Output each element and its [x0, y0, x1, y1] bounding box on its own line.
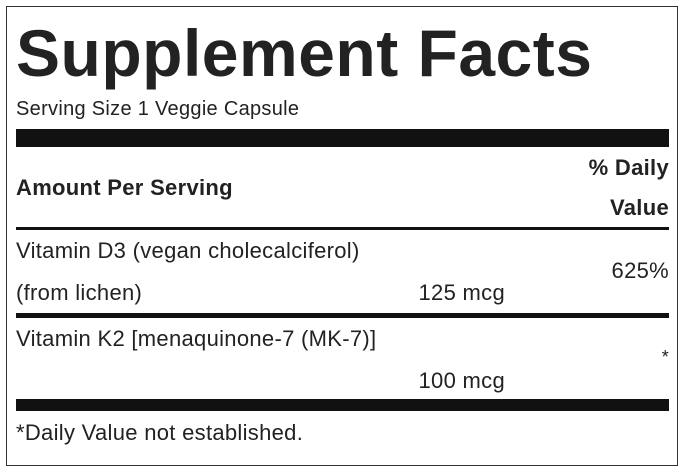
nutrient-name: Vitamin D3 (vegan cholecalciferol) — [16, 238, 360, 263]
nutrient-amount: 125 mcg — [418, 280, 505, 305]
rule — [16, 313, 669, 318]
footnote: *Daily Value not established. — [16, 420, 304, 445]
title: Supplement Facts — [16, 16, 593, 90]
nutrient-amount: 100 mcg — [418, 368, 505, 393]
header-amount: Amount Per Serving — [16, 175, 233, 200]
thick-rule — [16, 129, 669, 147]
nutrient-name: (from lichen) — [16, 280, 143, 305]
header-daily-value: % Daily — [588, 155, 669, 180]
thick-rule — [16, 399, 669, 411]
rule — [16, 227, 669, 230]
nutrient-name: Vitamin K2 [menaquinone-7 (MK-7)] — [16, 326, 377, 351]
nutrient-daily-value: 625% — [611, 258, 669, 283]
supplement-facts-panel: Supplement Facts Serving Size 1 Veggie C… — [6, 6, 678, 466]
nutrient-daily-value: * — [661, 347, 669, 367]
serving-size: Serving Size 1 Veggie Capsule — [16, 98, 300, 120]
header-daily-value: Value — [610, 195, 669, 220]
